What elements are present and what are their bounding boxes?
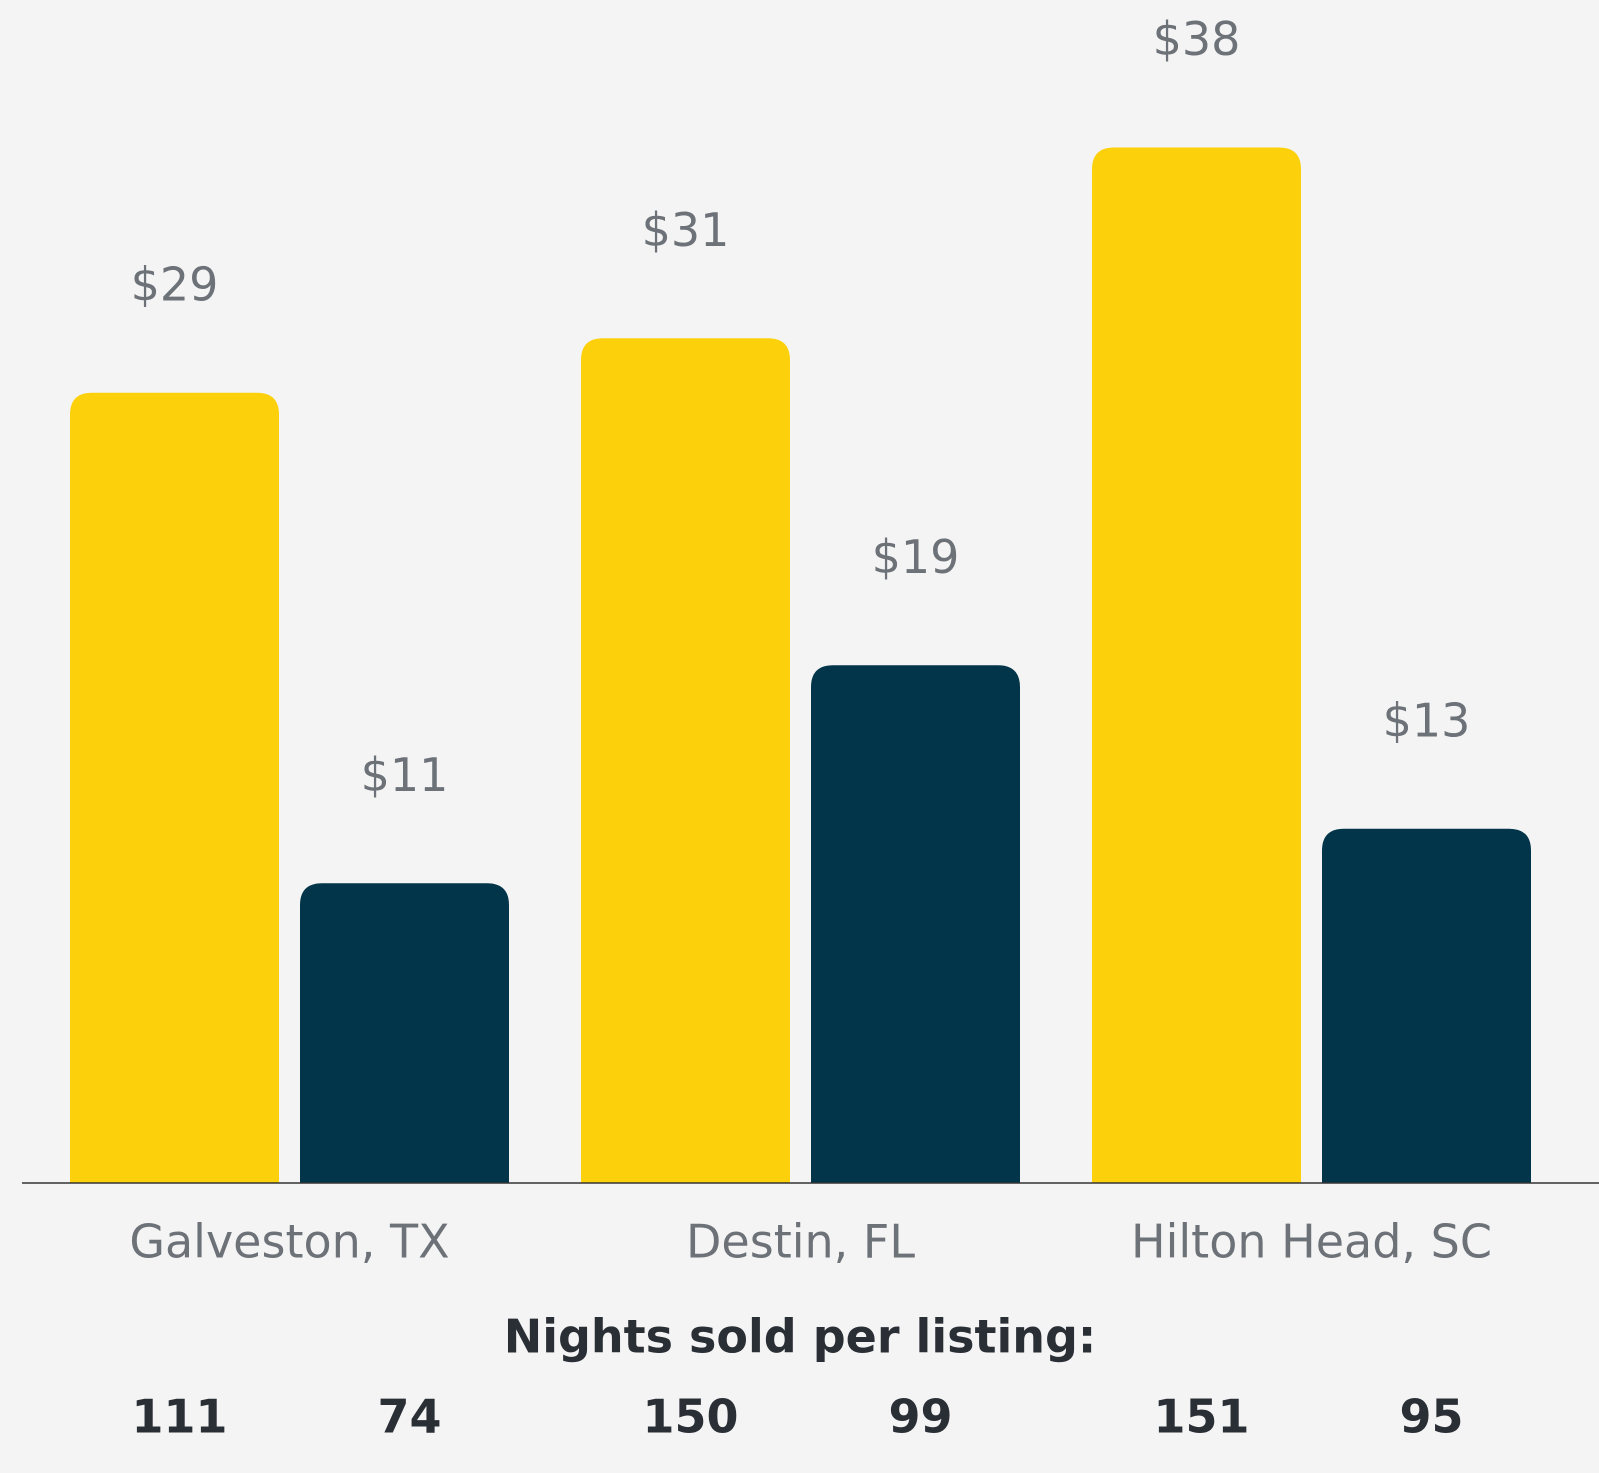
data-label: $11 [361, 748, 449, 802]
nights-value: 74 [377, 1390, 441, 1444]
x-tick-label: Hilton Head, SC [1131, 1215, 1492, 1269]
x-tick-label: Destin, FL [686, 1215, 915, 1269]
data-label: $29 [131, 257, 219, 311]
footer-label: Nights sold per listing: [504, 1310, 1097, 1364]
nights-value: 150 [642, 1390, 738, 1444]
nights-value: 95 [1399, 1390, 1463, 1444]
data-label: $38 [1153, 12, 1241, 66]
data-label: $31 [642, 203, 730, 257]
bar [300, 883, 509, 1183]
nights-value: 151 [1153, 1390, 1249, 1444]
bar [811, 665, 1020, 1183]
nights-value: 111 [131, 1390, 227, 1444]
bar [581, 338, 790, 1183]
bar [1092, 147, 1301, 1183]
x-tick-label: Galveston, TX [129, 1215, 449, 1269]
data-label: $13 [1383, 693, 1471, 747]
bar [70, 392, 279, 1183]
data-label: $19 [872, 530, 960, 584]
bar [1322, 828, 1531, 1183]
nights-value: 99 [888, 1390, 952, 1444]
